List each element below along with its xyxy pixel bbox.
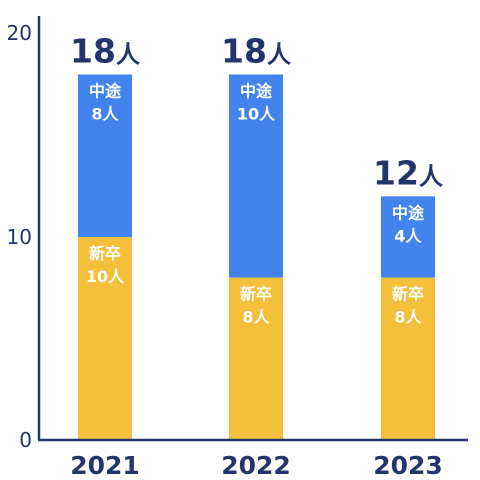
segment-value-label: 10人 [237,105,276,124]
segment-name-label: 中途 [392,203,425,222]
x-tick-labels: 2021 2022 2023 [70,451,443,480]
segment-value-label: 8人 [394,308,422,327]
segment-value-label: 8人 [91,105,119,124]
segment-name-label: 中途 [240,82,273,101]
y-tick-label-0: 0 [19,428,32,452]
bar-total-label: 12人 [373,153,443,192]
bar-segment-shinsotsu-2023 [381,277,435,440]
bar-segment-shinsotsu-2021 [78,236,132,440]
x-tick-label-2023: 2023 [373,451,443,480]
segment-value-label: 4人 [394,226,422,245]
bar-segment-shinsotsu-2022 [229,277,283,440]
segment-name-label: 新卒 [89,244,121,263]
bar-segment-chuto-2021 [78,74,132,237]
bar-total-label: 18人 [70,32,140,71]
bar-segment-chuto-2023 [381,196,435,278]
bars-group [78,74,435,440]
x-tick-label-2022: 2022 [221,451,291,480]
segment-value-label: 10人 [86,267,125,286]
bar-total-label: 18人 [221,32,291,71]
x-tick-label-2021: 2021 [70,451,140,480]
segment-name-label: 新卒 [240,285,272,304]
bar-segment-chuto-2022 [229,74,283,278]
segment-name-label: 中途 [89,82,122,101]
y-tick-label-20: 20 [7,21,32,45]
y-tick-label-10: 10 [7,225,32,249]
segment-value-label: 8人 [242,308,270,327]
y-tick-labels: 0 10 20 [7,21,32,452]
segment-name-label: 新卒 [392,285,424,304]
